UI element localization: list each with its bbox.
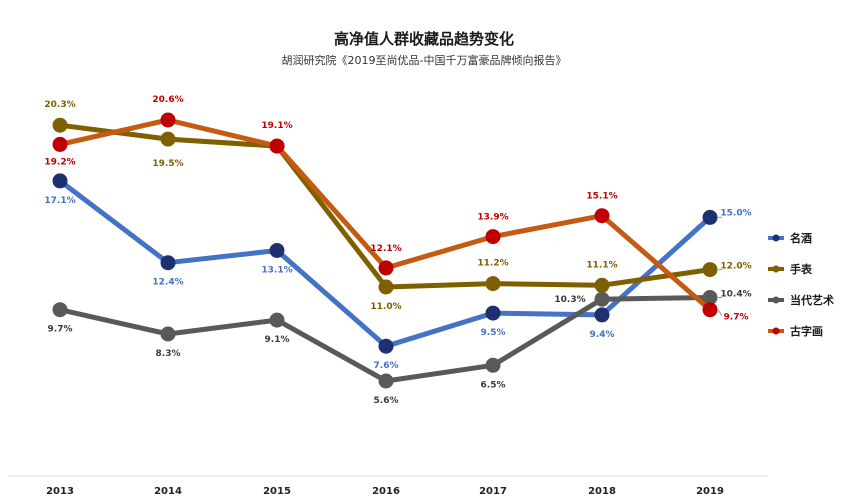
data-label-当代艺术-2017: 6.5% bbox=[481, 380, 506, 390]
data-label-当代艺术-2015: 9.1% bbox=[265, 335, 290, 345]
data-label-当代艺术-2016: 5.6% bbox=[374, 396, 399, 406]
data-point-古字画-2016[interactable] bbox=[378, 260, 394, 276]
data-label-当代艺术-2018: 10.3% bbox=[554, 295, 585, 305]
series-当代艺术 bbox=[52, 290, 718, 389]
data-label-名酒-2017: 9.5% bbox=[481, 328, 506, 338]
data-point-当代艺术-2018[interactable] bbox=[594, 291, 610, 307]
series-古字画 bbox=[52, 112, 718, 318]
data-point-当代艺术-2017[interactable] bbox=[485, 357, 501, 373]
data-point-手表-2013[interactable] bbox=[52, 117, 68, 133]
data-label-手表-2017: 11.2% bbox=[477, 259, 508, 269]
data-point-当代艺术-2013[interactable] bbox=[52, 302, 68, 318]
data-label-手表-2019: 12.0% bbox=[720, 262, 751, 272]
data-label-古字画-2019: 9.7% bbox=[724, 313, 749, 323]
data-point-手表-2014[interactable] bbox=[160, 131, 176, 147]
data-point-古字画-2014[interactable] bbox=[160, 112, 176, 128]
x-tick-2017: 2017 bbox=[479, 486, 507, 497]
x-tick-2019: 2019 bbox=[696, 486, 724, 497]
legend-item-名酒[interactable]: 名酒 bbox=[768, 231, 812, 245]
data-point-当代艺术-2019[interactable] bbox=[702, 290, 718, 305]
data-label-古字画-2018: 15.1% bbox=[586, 192, 617, 202]
data-point-古字画-2019[interactable] bbox=[702, 302, 718, 318]
x-tick-2016: 2016 bbox=[372, 486, 400, 497]
data-label-名酒-2014: 12.4% bbox=[152, 278, 183, 288]
data-point-名酒-2016[interactable] bbox=[378, 338, 394, 354]
data-label-名酒-2013: 17.1% bbox=[44, 196, 75, 206]
series-layer bbox=[52, 112, 718, 389]
data-label-手表-2016: 11.0% bbox=[370, 302, 401, 312]
data-point-手表-2017[interactable] bbox=[485, 276, 501, 292]
legend-swatch-marker bbox=[772, 296, 780, 304]
legend-label: 手表 bbox=[790, 262, 813, 276]
legend-label: 名酒 bbox=[790, 231, 812, 245]
data-point-古字画-2017[interactable] bbox=[485, 229, 501, 245]
data-point-古字画-2018[interactable] bbox=[594, 208, 610, 224]
data-label-名酒-2015: 13.1% bbox=[261, 266, 292, 276]
data-point-名酒-2019[interactable] bbox=[702, 209, 718, 225]
data-point-名酒-2015[interactable] bbox=[269, 243, 285, 258]
data-label-古字画-2014: 20.6% bbox=[152, 95, 183, 105]
data-label-当代艺术-2014: 8.3% bbox=[156, 349, 181, 359]
data-label-手表-2013: 20.3% bbox=[44, 100, 75, 110]
data-point-古字画-2015[interactable] bbox=[269, 138, 285, 154]
legend-item-古字画[interactable]: 古字画 bbox=[768, 324, 823, 338]
data-point-手表-2018[interactable] bbox=[594, 277, 610, 293]
series-手表 bbox=[52, 117, 718, 295]
data-point-当代艺术-2014[interactable] bbox=[160, 326, 176, 342]
data-label-手表-2018: 11.1% bbox=[586, 260, 617, 270]
data-label-名酒-2018: 9.4% bbox=[590, 330, 615, 340]
chart-title: 高净值人群收藏品趋势变化 bbox=[333, 30, 514, 48]
legend-item-当代艺术[interactable]: 当代艺术 bbox=[768, 293, 834, 307]
data-label-手表-2014: 19.5% bbox=[152, 159, 183, 169]
x-tick-2013: 2013 bbox=[46, 486, 74, 497]
data-label-古字画-2017: 13.9% bbox=[477, 213, 508, 223]
legend-item-手表[interactable]: 手表 bbox=[768, 262, 813, 276]
legend-swatch-marker bbox=[772, 265, 780, 273]
legend-label: 古字画 bbox=[790, 324, 823, 338]
data-label-当代艺术-2019: 10.4% bbox=[720, 290, 751, 300]
label-leader-古字画 bbox=[717, 309, 723, 316]
data-label-古字画-2015: 19.1% bbox=[261, 121, 292, 131]
legend-swatch-marker bbox=[772, 327, 780, 335]
data-point-手表-2016[interactable] bbox=[378, 279, 394, 295]
x-tick-2015: 2015 bbox=[263, 486, 291, 497]
series-名酒 bbox=[52, 173, 718, 354]
data-label-当代艺术-2013: 9.7% bbox=[48, 325, 73, 335]
data-point-名酒-2013[interactable] bbox=[52, 173, 68, 189]
data-point-名酒-2018[interactable] bbox=[594, 307, 610, 323]
legend-label: 当代艺术 bbox=[790, 293, 834, 307]
label-layer: 17.1% 12.4% 13.1% 7.6% 9.5% 9.4% 15.0% 20.3% 19.… bbox=[44, 95, 751, 406]
legend-swatch-marker bbox=[772, 234, 780, 242]
x-tick-2018: 2018 bbox=[588, 486, 616, 497]
chart-subtitle: 胡润研究院《2019至尚优品-中国千万富豪品牌倾向报告》 bbox=[281, 54, 567, 67]
data-point-名酒-2017[interactable] bbox=[485, 305, 501, 321]
data-point-古字画-2013[interactable] bbox=[52, 136, 68, 152]
data-label-名酒-2016: 7.6% bbox=[374, 361, 399, 371]
data-point-手表-2019[interactable] bbox=[702, 262, 718, 278]
data-point-名酒-2014[interactable] bbox=[160, 255, 176, 271]
data-point-当代艺术-2016[interactable] bbox=[378, 373, 394, 389]
data-point-当代艺术-2015[interactable] bbox=[269, 312, 285, 328]
data-label-古字画-2013: 19.2% bbox=[44, 157, 75, 167]
data-label-古字画-2016: 12.1% bbox=[370, 244, 401, 254]
x-tick-2014: 2014 bbox=[154, 486, 182, 497]
data-label-名酒-2019: 15.0% bbox=[720, 208, 751, 218]
x-tick-layer: 2013 2014 2015 2016 2017 2018 2019 bbox=[46, 486, 724, 497]
